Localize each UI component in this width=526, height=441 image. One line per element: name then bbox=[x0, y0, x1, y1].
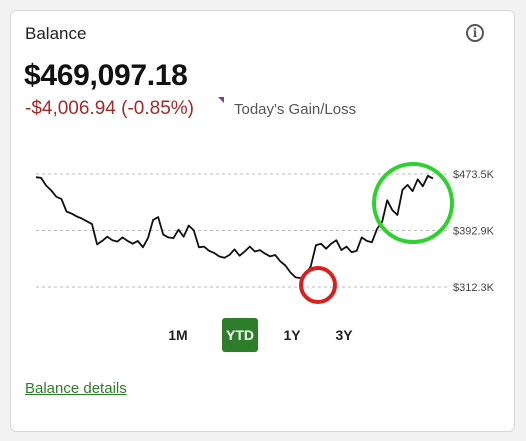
info-icon[interactable]: i bbox=[466, 24, 484, 42]
y-tick-label: $312.3K bbox=[453, 282, 495, 294]
balance-card bbox=[10, 10, 515, 432]
tab-1y[interactable]: 1Y bbox=[283, 327, 301, 343]
card-title: Balance bbox=[25, 24, 87, 43]
tab-1m[interactable]: 1M bbox=[168, 327, 188, 343]
balance-details-link[interactable]: Balance details bbox=[25, 380, 127, 397]
tab-ytd[interactable]: YTD bbox=[222, 318, 258, 352]
high-point-annotation bbox=[372, 162, 454, 244]
low-point-annotation bbox=[299, 266, 337, 304]
tab-3y[interactable]: 3Y bbox=[335, 327, 353, 343]
series-line bbox=[35, 174, 434, 280]
y-tick-label: $392.9K bbox=[453, 226, 495, 238]
y-tick-label: $473.5K bbox=[453, 169, 495, 181]
daily-change: -$4,006.94 (-0.85%) bbox=[25, 98, 194, 119]
gain-loss-label: Today's Gain/Loss bbox=[234, 101, 357, 118]
flag-triangle-icon bbox=[218, 97, 224, 103]
balance-value: $469,097.18 bbox=[24, 59, 188, 92]
